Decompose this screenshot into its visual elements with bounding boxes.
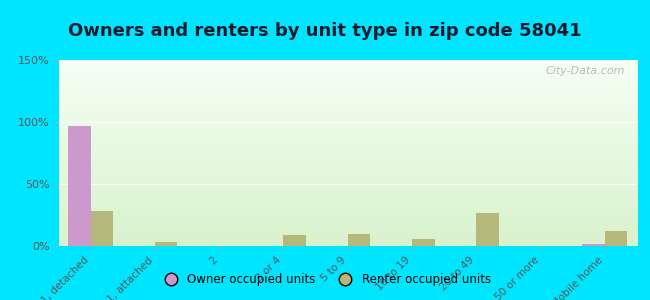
Bar	[605, 231, 627, 246]
Bar	[582, 244, 605, 246]
Bar	[476, 212, 499, 246]
Bar	[68, 126, 90, 246]
Bar	[412, 238, 434, 246]
Text: Owners and renters by unit type in zip code 58041: Owners and renters by unit type in zip c…	[68, 22, 582, 40]
Bar	[283, 235, 306, 246]
Text: City-Data.com: City-Data.com	[546, 66, 625, 76]
Legend: Owner occupied units, Renter occupied units: Owner occupied units, Renter occupied un…	[154, 269, 496, 291]
Bar	[90, 211, 113, 246]
Bar	[348, 234, 370, 246]
Bar	[155, 242, 177, 246]
